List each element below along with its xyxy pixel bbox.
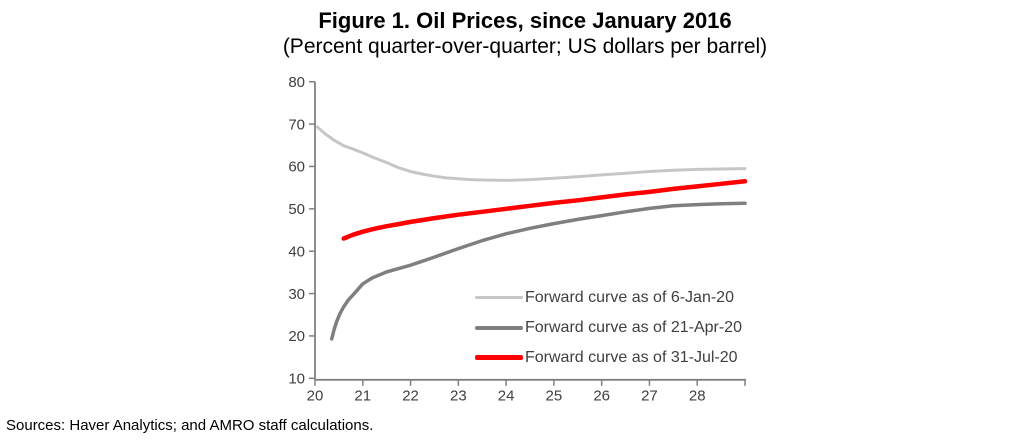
figure-title: Figure 1. Oil Prices, since January 2016	[318, 8, 732, 33]
legend-item: Forward curve as of 31-Jul-20	[475, 347, 742, 368]
x-tick-label: 20	[307, 387, 324, 404]
y-tick-label: 30	[288, 286, 305, 303]
y-tick-label: 40	[288, 243, 305, 260]
legend-label: Forward curve as of 21-Apr-20	[525, 318, 742, 336]
legend-label: Forward curve as of 6-Jan-20	[525, 288, 734, 306]
x-tick-label: 26	[593, 387, 610, 404]
x-tick-label: 28	[689, 387, 706, 404]
y-tick-label: 80	[288, 74, 305, 91]
y-tick-label: 70	[288, 116, 305, 133]
x-tick-label: 27	[641, 387, 658, 404]
x-tick-label: 25	[546, 387, 563, 404]
chart-legend: Forward curve as of 6-Jan-20 Forward curv…	[475, 287, 742, 377]
legend-line-swatch	[475, 355, 523, 360]
y-tick-label: 20	[288, 328, 305, 345]
series-line-1	[329, 201, 747, 341]
series-line-0	[315, 125, 747, 182]
x-tick-label: 23	[450, 387, 467, 404]
legend-line-swatch	[475, 296, 523, 299]
y-tick-label: 10	[288, 371, 305, 388]
figure-subtitle: (Percent quarter-over-quarter; US dollar…	[282, 35, 768, 58]
x-tick-label: 22	[402, 387, 419, 404]
y-tick-label: 60	[288, 159, 305, 176]
legend-line-swatch	[475, 325, 523, 330]
x-tick-label: 24	[498, 387, 515, 404]
y-tick-label: 50	[288, 201, 305, 218]
series-line-2	[341, 179, 748, 241]
sources-note: Sources: Haver Analytics; and AMRO staff…	[6, 417, 374, 434]
figure-header: Figure 1. Oil Prices, since January 2016…	[13, 8, 1024, 59]
legend-item: Forward curve as of 21-Apr-20	[475, 317, 742, 338]
legend-item: Forward curve as of 6-Jan-20	[475, 287, 742, 308]
legend-label: Forward curve as of 31-Jul-20	[525, 348, 738, 366]
x-tick-label: 21	[354, 387, 371, 404]
